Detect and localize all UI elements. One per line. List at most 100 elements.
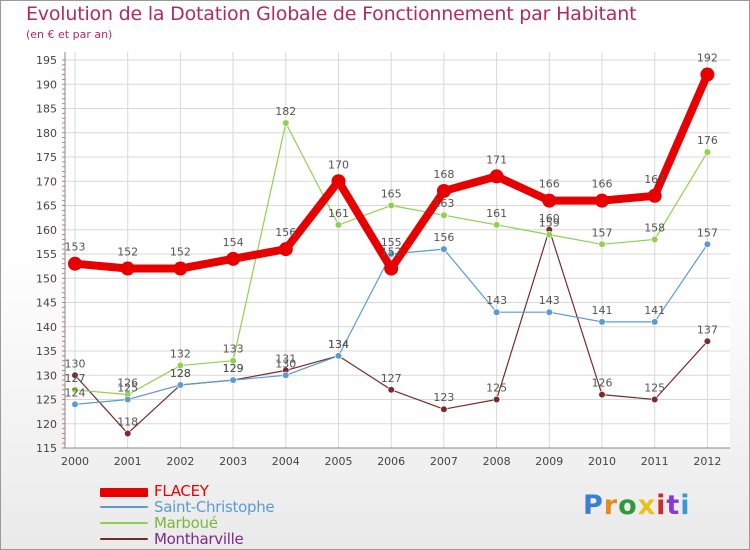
y-tick-label: 165 (36, 200, 57, 213)
data-point-marbou (703, 148, 712, 156)
data-point-marbou (387, 201, 395, 210)
data-label-saint-christophe: 124 (65, 386, 86, 399)
x-tick-label: 2001 (114, 455, 142, 468)
data-label-saint-christophe: 155 (381, 236, 402, 249)
x-tick-label: 2012 (693, 455, 721, 468)
data-label-saint-christophe: 157 (697, 226, 718, 239)
data-label-flacey: 170 (328, 158, 349, 171)
data-point-marbou (334, 221, 343, 229)
legend-swatch-montharville (100, 538, 148, 540)
data-label-marbou: 157 (592, 226, 613, 239)
x-tick-label: 2006 (377, 455, 405, 468)
y-tick-label: 140 (36, 321, 57, 334)
x-tick-label: 2008 (483, 455, 511, 468)
data-point-montharville (71, 371, 79, 379)
data-label-flacey: 168 (433, 168, 454, 181)
data-label-montharville: 131 (275, 352, 296, 365)
y-tick-label: 180 (36, 127, 57, 140)
data-label-montharville: 137 (697, 323, 718, 336)
data-point-saint-christophe (440, 245, 448, 253)
data-label-marbou: 126 (117, 377, 138, 390)
data-point-saint-christophe (651, 318, 659, 326)
data-label-montharville: 127 (381, 372, 402, 385)
legend-swatch-saint-christophe (100, 506, 148, 508)
data-point-saint-christophe (598, 318, 606, 326)
data-label-marbou: 133 (223, 343, 244, 356)
data-point-saint-christophe (387, 250, 395, 258)
y-tick-label: 160 (36, 224, 57, 237)
data-point-flacey (226, 251, 241, 266)
data-point-saint-christophe (334, 352, 343, 360)
data-label-flacey: 152 (170, 246, 191, 259)
data-label-flacey: 166 (539, 178, 560, 191)
y-tick-label: 130 (36, 369, 57, 382)
data-label-flacey: 152 (117, 246, 138, 259)
data-point-marbou (493, 221, 501, 229)
data-label-saint-christophe: 130 (275, 357, 296, 370)
legend-swatch-flacey (100, 488, 148, 497)
data-point-saint-christophe (493, 308, 501, 316)
x-tick-label: 2000 (61, 455, 89, 468)
y-tick-label: 150 (36, 272, 57, 285)
data-label-saint-christophe: 128 (170, 367, 191, 380)
data-point-montharville (440, 405, 448, 413)
data-point-flacey (384, 261, 399, 276)
data-label-flacey: 156 (275, 226, 296, 239)
data-point-flacey (173, 261, 188, 276)
data-label-saint-christophe: 143 (539, 294, 560, 307)
data-point-saint-christophe (124, 395, 132, 404)
data-label-montharville: 126 (592, 377, 613, 390)
data-point-montharville (493, 395, 501, 404)
data-label-saint-christophe: 141 (644, 304, 665, 317)
data-label-montharville: 125 (486, 382, 507, 395)
y-tick-label: 175 (36, 151, 57, 164)
data-point-montharville (651, 395, 659, 404)
y-tick-label: 190 (36, 78, 57, 91)
data-label-montharville: 160 (539, 212, 560, 225)
chart-subtitle: (en € et par an) (26, 28, 113, 41)
data-label-marbou: 161 (328, 207, 349, 220)
data-point-marbou (545, 231, 553, 239)
data-point-montharville (387, 386, 395, 394)
legend-label-marboue: Marboué (154, 514, 218, 532)
data-label-flacey: 192 (697, 52, 718, 65)
data-point-flacey (331, 174, 346, 189)
logo-letter: t (666, 490, 681, 521)
data-point-saint-christophe (176, 381, 184, 389)
legend-swatch-marboue (100, 522, 148, 524)
y-tick-label: 145 (36, 297, 57, 310)
data-point-flacey (647, 188, 662, 203)
data-point-saint-christophe (545, 308, 553, 316)
legend-label-montharville: Montharville (154, 530, 244, 548)
logo-letter: r (603, 490, 619, 521)
data-label-flacey: 152 (381, 246, 402, 259)
data-point-marbou (71, 386, 79, 394)
proxiti-logo: Proxiti (583, 490, 691, 521)
data-label-montharville: 123 (433, 391, 454, 404)
data-label-marbou: 165 (381, 188, 402, 201)
logo-letter: P (583, 490, 604, 521)
data-point-flacey (595, 193, 609, 208)
logo-letter: i (656, 490, 667, 521)
data-label-saint-christophe: 156 (433, 231, 454, 244)
legend-label-saint-christophe: Saint-Christophe (154, 498, 275, 516)
data-label-layer: 153 152 152 154 156 170 152 168 171 166 166 167 192 1… (65, 52, 718, 429)
x-tick-label: 2011 (641, 455, 669, 468)
data-label-marbou: 127 (65, 372, 86, 385)
data-label-flacey: 166 (592, 178, 613, 191)
y-tick-label: 170 (36, 175, 57, 188)
x-tick-label: 2009 (535, 455, 563, 468)
data-point-saint-christophe (229, 376, 237, 384)
data-label-saint-christophe: 141 (592, 304, 613, 317)
x-tick-label: 2004 (272, 455, 300, 468)
data-point-montharville (598, 391, 606, 399)
logo-letter: i (680, 490, 691, 521)
x-tick-label: 2005 (325, 455, 353, 468)
data-point-flacey (278, 242, 293, 257)
data-point-flacey (700, 67, 715, 82)
data-point-marbou (229, 357, 237, 365)
data-label-saint-christophe: 134 (328, 338, 349, 351)
data-point-flacey (68, 256, 82, 271)
data-point-saint-christophe (282, 371, 290, 379)
